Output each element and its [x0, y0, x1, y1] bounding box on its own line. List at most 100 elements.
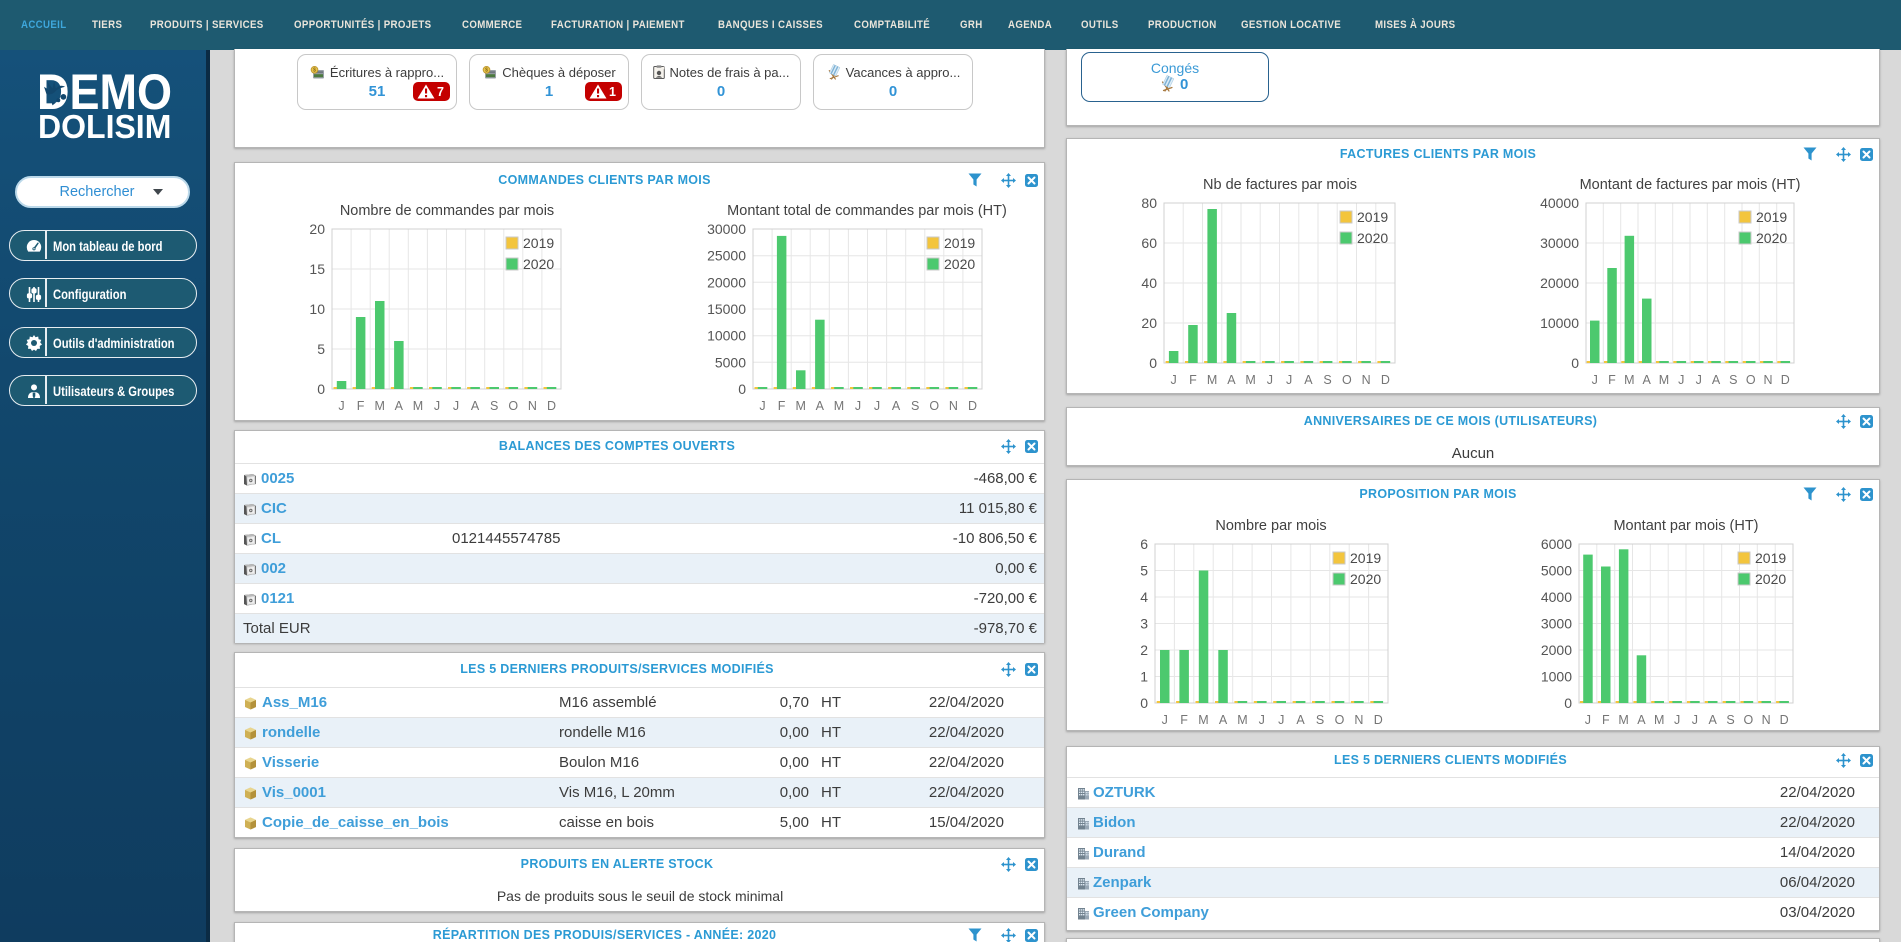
svg-text:D: D: [968, 399, 977, 413]
svg-text:M: M: [795, 399, 805, 413]
svg-text:N: N: [1362, 373, 1371, 387]
svg-text:S: S: [1726, 713, 1734, 727]
svg-text:J: J: [1278, 713, 1284, 727]
svg-text:2: 2: [1140, 642, 1148, 658]
svg-text:2019: 2019: [523, 235, 554, 251]
svg-text:S: S: [911, 399, 919, 413]
svg-text:D: D: [547, 399, 556, 413]
svg-text:20000: 20000: [1540, 275, 1579, 291]
svg-text:5000: 5000: [1541, 563, 1572, 579]
svg-text:2019: 2019: [1756, 209, 1787, 225]
svg-text:0: 0: [1564, 695, 1572, 711]
svg-text:O: O: [1342, 373, 1352, 387]
svg-text:2019: 2019: [1357, 209, 1388, 225]
svg-text:M: M: [1659, 373, 1669, 387]
svg-text:30000: 30000: [707, 221, 746, 237]
svg-text:N: N: [1354, 713, 1363, 727]
svg-text:A: A: [1712, 373, 1721, 387]
svg-text:A: A: [1219, 713, 1228, 727]
svg-text:1: 1: [1140, 669, 1148, 685]
svg-text:6: 6: [1140, 536, 1148, 552]
svg-text:15000: 15000: [707, 301, 746, 317]
svg-text:J: J: [1696, 373, 1702, 387]
svg-text:4: 4: [1140, 589, 1148, 605]
svg-text:$: $: [485, 67, 488, 73]
svg-text:N: N: [949, 399, 958, 413]
svg-text:O: O: [1744, 713, 1754, 727]
svg-text:10000: 10000: [707, 328, 746, 344]
svg-text:5: 5: [1140, 563, 1148, 579]
svg-text:M: M: [374, 399, 384, 413]
svg-text:F: F: [1608, 373, 1616, 387]
svg-text:5000: 5000: [715, 354, 746, 370]
svg-text:J: J: [1674, 713, 1680, 727]
svg-text:D: D: [1780, 713, 1789, 727]
svg-text:30000: 30000: [1540, 235, 1579, 251]
svg-text:2020: 2020: [523, 256, 554, 272]
svg-text:80: 80: [1141, 195, 1157, 211]
svg-text:3: 3: [1140, 616, 1148, 632]
svg-text:N: N: [528, 399, 537, 413]
svg-text:3000: 3000: [1541, 616, 1572, 632]
svg-text:O: O: [508, 399, 518, 413]
svg-text:A: A: [1637, 713, 1646, 727]
svg-text:M: M: [1207, 373, 1217, 387]
svg-text:20000: 20000: [707, 274, 746, 290]
svg-text:20: 20: [1141, 315, 1157, 331]
svg-text:D: D: [1381, 373, 1390, 387]
svg-text:40000: 40000: [1540, 195, 1579, 211]
svg-text:A: A: [892, 399, 901, 413]
svg-text:0: 0: [738, 381, 746, 397]
svg-text:20: 20: [309, 221, 325, 237]
svg-text:J: J: [1286, 373, 1292, 387]
svg-text:2020: 2020: [944, 256, 975, 272]
svg-text:O: O: [1746, 373, 1756, 387]
svg-text:J: J: [453, 399, 459, 413]
svg-text:M: M: [1198, 713, 1208, 727]
svg-text:0: 0: [317, 381, 325, 397]
svg-text:2019: 2019: [1350, 550, 1381, 566]
svg-text:0: 0: [1149, 355, 1157, 371]
svg-text:0: 0: [1571, 355, 1579, 371]
svg-text:6000: 6000: [1541, 536, 1572, 552]
svg-text:J: J: [338, 399, 344, 413]
svg-text:2019: 2019: [1755, 550, 1786, 566]
svg-text:J: J: [1592, 373, 1598, 387]
svg-text:M: M: [1245, 373, 1255, 387]
svg-text:2000: 2000: [1541, 642, 1572, 658]
svg-text:15: 15: [309, 261, 325, 277]
svg-text:A: A: [1709, 713, 1718, 727]
svg-text:N: N: [1763, 373, 1772, 387]
svg-text:2019: 2019: [944, 235, 975, 251]
svg-text:25000: 25000: [707, 248, 746, 264]
svg-text:2020: 2020: [1755, 571, 1786, 587]
svg-text:A: A: [1304, 373, 1313, 387]
svg-text:J: J: [1170, 373, 1176, 387]
svg-text:A: A: [816, 399, 825, 413]
svg-text:J: J: [1678, 373, 1684, 387]
svg-text:2020: 2020: [1350, 571, 1381, 587]
svg-text:M: M: [413, 399, 423, 413]
svg-text:10: 10: [309, 301, 325, 317]
svg-text:S: S: [1323, 373, 1331, 387]
svg-text:S: S: [1729, 373, 1737, 387]
svg-text:10000: 10000: [1540, 315, 1579, 331]
svg-text:O: O: [1335, 713, 1345, 727]
svg-text:40: 40: [1141, 275, 1157, 291]
svg-text:1000: 1000: [1541, 669, 1572, 685]
svg-text:A: A: [1227, 373, 1236, 387]
svg-text:A: A: [471, 399, 480, 413]
svg-text:F: F: [1602, 713, 1610, 727]
svg-text:A: A: [395, 399, 404, 413]
svg-text:J: J: [1692, 713, 1698, 727]
svg-text:D: D: [1374, 713, 1383, 727]
svg-text:4000: 4000: [1541, 589, 1572, 605]
svg-text:2020: 2020: [1756, 230, 1787, 246]
svg-text:J: J: [434, 399, 440, 413]
svg-text:F: F: [778, 399, 786, 413]
svg-text:M: M: [1237, 713, 1247, 727]
svg-text:2020: 2020: [1357, 230, 1388, 246]
svg-text:$: $: [313, 67, 316, 73]
svg-text:J: J: [1259, 713, 1265, 727]
svg-text:J: J: [1585, 713, 1591, 727]
